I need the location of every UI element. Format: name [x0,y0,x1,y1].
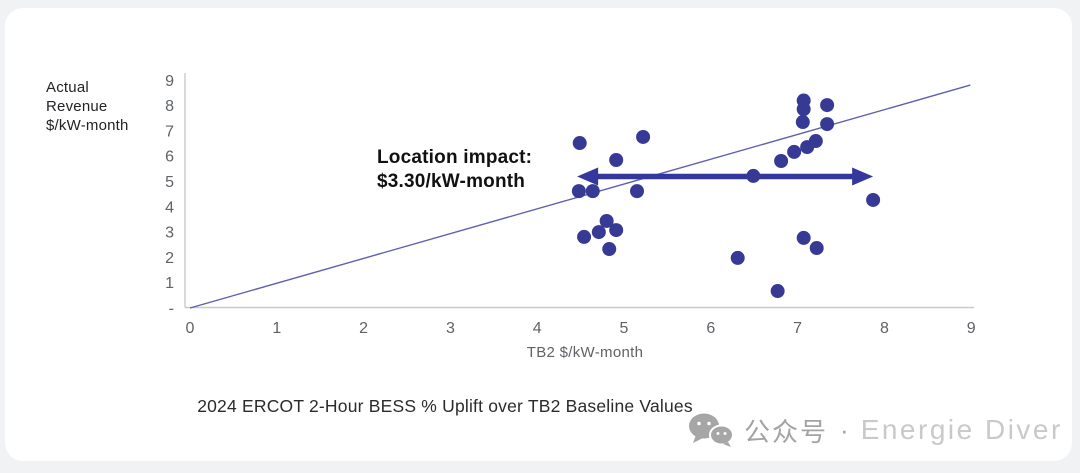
annotation-line2: $3.30/kW-month [377,171,526,192]
impact-arrow-left-head [577,167,599,186]
x-tick-label: 1 [272,320,281,337]
y-tick-label: 1 [165,275,174,292]
scatter-point [602,242,617,257]
y-axis-label-line3: $/kW-month [46,117,129,134]
x-tick-label: 8 [880,320,889,337]
x-tick-label: 3 [446,320,455,337]
y-tick-label: 4 [165,199,174,216]
y-axis-label-line2: Revenue [46,98,108,115]
y-tick-label: 6 [165,149,174,166]
scatter-point [774,154,789,169]
scatter-point [630,184,645,199]
watermark: 公众号 · Energie Diver [688,410,1063,450]
chart-card [5,8,1072,461]
y-axis-label-line1: Actual [46,79,89,96]
scatter-point [571,184,586,199]
scatter-point [795,115,810,130]
scatter-point [609,223,624,238]
x-tick-label: 6 [706,320,715,337]
watermark-cn-text: 公众号 [744,416,829,447]
x-tick-label: 2 [359,320,368,337]
annotation-line1: Location impact: [377,147,533,168]
wechat-icon [688,412,734,448]
scatter-point [591,225,606,240]
y-tick-label: - [169,301,174,318]
scatter-point [770,284,785,299]
scatter-point [636,129,651,144]
watermark-separator: · [840,414,849,445]
y-tick-label: 3 [165,225,174,242]
scatter-point [866,192,881,207]
y-axis-label: Actual Revenue $/kW-month [46,78,129,135]
scatter-point [820,98,835,113]
scatter-point [746,168,761,183]
watermark-en-text: Energie Diver [860,414,1063,445]
scatter-point [787,144,802,159]
location-impact-annotation: Location impact: $3.30/kW-month [377,146,532,194]
chart-title: 2024 ERCOT 2-Hour BESS % Uplift over TB2… [197,396,693,416]
scatter-point [730,250,745,265]
y-tick-label: 7 [165,123,174,140]
x-tick-label: 7 [793,320,802,337]
scatter-point [577,229,592,244]
y-tick-label: 9 [165,73,174,90]
scatter-point [796,102,811,117]
y-tick-label: 2 [165,250,174,267]
scatter-point [609,152,624,167]
x-tick-label: 9 [967,320,976,337]
y-tick-label: 8 [165,98,174,115]
x-tick-label: 0 [186,320,195,337]
y-tick-label: 5 [165,174,174,191]
scatter-point [572,136,587,151]
scatter-point [820,117,835,132]
scatter-point [808,134,823,149]
x-tick-label: 4 [533,320,542,337]
x-tick-label: 5 [620,320,629,337]
impact-arrow-right-head [852,167,874,186]
scatter-point [599,213,614,228]
scatter-point [809,241,824,256]
scatter-point [585,184,600,199]
x-axis-label: TB2 $/kW-month [526,344,644,361]
scatter-point [796,230,811,245]
